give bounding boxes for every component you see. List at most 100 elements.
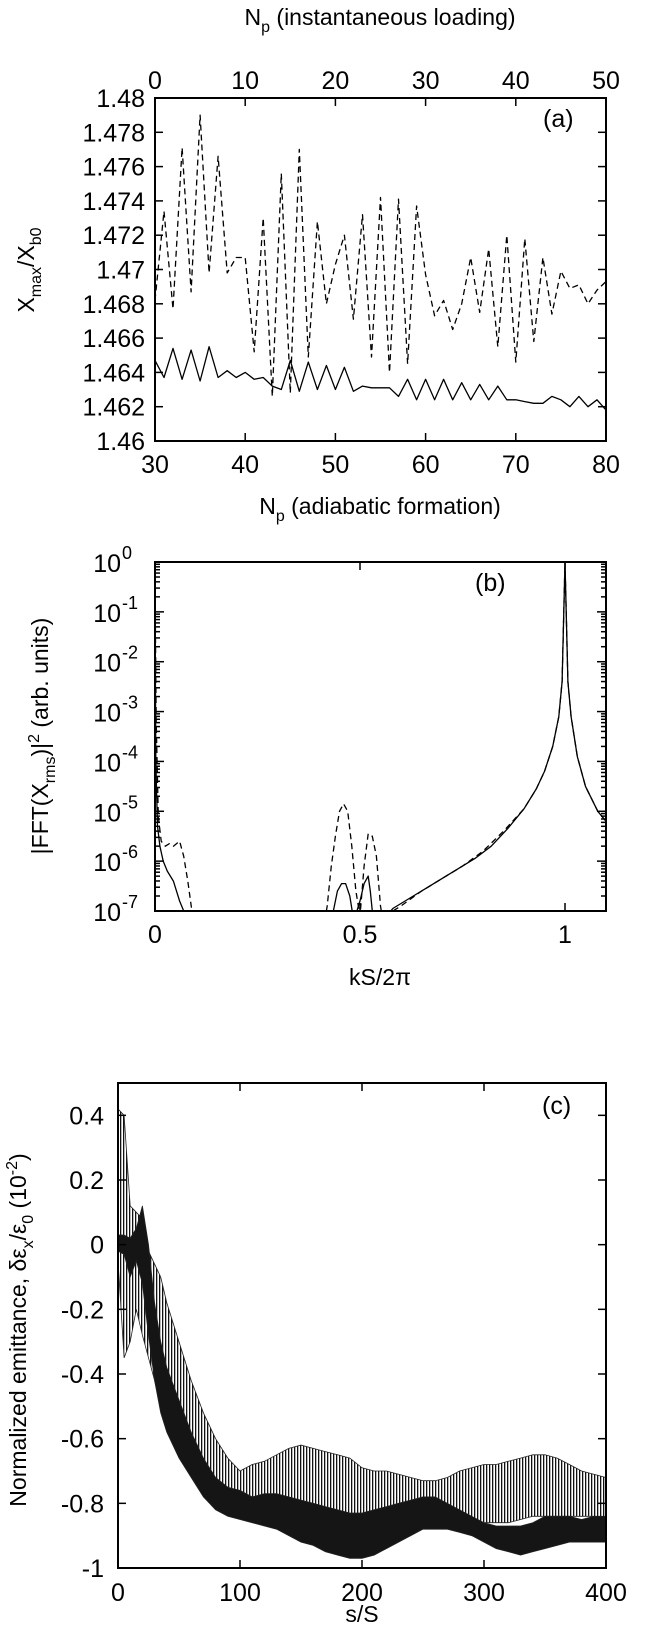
panel-b-annotation: (b) xyxy=(475,569,506,597)
tick-text: 30 xyxy=(412,67,440,95)
panel-b-y-tick-exponent: -3 xyxy=(122,693,138,713)
panel-b-y-tick-exponent: 0 xyxy=(122,543,132,563)
panel-b-x-tick-label: 0 xyxy=(148,921,162,949)
tick-base: 10 xyxy=(93,799,121,827)
panel-a-plot-frame xyxy=(154,97,607,442)
tick-text: -0.4 xyxy=(61,1361,104,1389)
panel-c-x-tick-label: 100 xyxy=(219,1579,261,1607)
panel-b-y-tick-label: 10 xyxy=(93,650,121,678)
panel-a-y-tick-label: 1.466 xyxy=(82,325,145,353)
tspan: max xyxy=(28,267,45,297)
panel-b-series-dashed xyxy=(155,576,193,911)
panel-a-y-tick-label: 1.47 xyxy=(96,257,145,285)
panel-a-x-top-tick-label: 0 xyxy=(148,67,162,95)
tspan: (arb. units) xyxy=(27,618,53,734)
tick-text: 1.47 xyxy=(96,257,145,285)
tick-exp: -3 xyxy=(122,693,138,713)
panel-c-bands-group xyxy=(118,1108,606,1559)
annotation-text: (b) xyxy=(475,569,506,597)
tspan: kS/2π xyxy=(349,964,411,990)
panel-c-x-tick-label: 0 xyxy=(111,1579,125,1607)
tspan: p xyxy=(261,19,270,36)
panel-c-x-axis-label: s/S xyxy=(345,1601,378,1627)
tspan: |FFT(X xyxy=(27,783,53,854)
panel-a-x-axis-label-top: Np (instantaneous loading) xyxy=(244,4,515,36)
tick-text: 50 xyxy=(321,451,349,479)
tick-exp: -2 xyxy=(122,643,138,663)
panel-a-x-bottom-tick-label: 40 xyxy=(231,451,259,479)
panel-a-x-bottom-tick-label: 60 xyxy=(412,451,440,479)
panel-b-x-tick-label: 0.5 xyxy=(343,921,378,949)
tick-exp: -5 xyxy=(122,792,138,812)
panel-a-x-axis-label-bottom: Np (adiabatic formation) xyxy=(259,493,501,525)
tick-base: 10 xyxy=(93,650,121,678)
panel-b-series-solid xyxy=(389,562,606,911)
panel-c-annotation: (c) xyxy=(542,1092,571,1120)
panel-b-y-tick-label: 10 xyxy=(93,600,121,628)
tick-text: 80 xyxy=(592,451,620,479)
panel-b-series-group xyxy=(155,562,606,911)
tick-text: 0 xyxy=(148,921,162,949)
tspan: -2 xyxy=(4,1161,21,1175)
panel-b-y-axis-label: |FFT(Xrms)|2 (arb. units) xyxy=(26,618,59,855)
panel-c-y-tick-label: 0.4 xyxy=(69,1102,104,1130)
tick-base: 10 xyxy=(93,550,121,578)
panel-b-y-tick-exponent: -1 xyxy=(122,593,138,613)
tick-text: 200 xyxy=(341,1579,383,1607)
tick-text: 1.46 xyxy=(96,428,145,456)
panel-a-y-tick-label: 1.476 xyxy=(82,154,145,182)
panel-b-y-tick-label: 10 xyxy=(93,700,121,728)
tick-text: 60 xyxy=(412,451,440,479)
panel-c-x-tick-label: 300 xyxy=(463,1579,505,1607)
tick-exp: -4 xyxy=(122,742,138,762)
tick-text: -0.6 xyxy=(61,1426,104,1454)
tick-text: 20 xyxy=(321,67,349,95)
panel-a-x-top-tick-label: 20 xyxy=(321,67,349,95)
panel-b-x-tick-label: 1 xyxy=(558,921,572,949)
panel-a-x-top-tick-label: 40 xyxy=(502,67,530,95)
tick-text: 50 xyxy=(592,67,620,95)
panel-c-y-tick-label: -0.6 xyxy=(61,1426,104,1454)
tspan: ) xyxy=(5,1153,31,1161)
panel-a-x-top-tick-label: 30 xyxy=(412,67,440,95)
tick-text: 1.466 xyxy=(82,325,145,353)
panel-b-y-tick-label: 10 xyxy=(93,849,121,877)
panel-b-y-tick-label: 10 xyxy=(93,899,121,927)
tick-text: 0.4 xyxy=(69,1102,104,1130)
panel-c-y-tick-label: -0.8 xyxy=(61,1490,104,1518)
panel-c-x-tick-label: 200 xyxy=(341,1579,383,1607)
panel-c-band-dark xyxy=(118,1205,606,1559)
tick-exp: -6 xyxy=(122,842,138,862)
panel-b-series-dashed xyxy=(391,562,606,911)
panel-a-x-top-tick-label: 50 xyxy=(592,67,620,95)
tick-base: 10 xyxy=(93,899,121,927)
tick-text: 0.5 xyxy=(343,921,378,949)
panel-b-series-dashed xyxy=(325,803,382,911)
tick-base: 10 xyxy=(93,749,121,777)
tick-text: -0.2 xyxy=(61,1296,104,1324)
tspan: N xyxy=(244,4,261,30)
panel-a-y-tick-label: 1.464 xyxy=(82,359,145,387)
annotation-text: (c) xyxy=(542,1092,571,1120)
tspan: p xyxy=(276,508,285,525)
panel-c-y-tick-label: -0.2 xyxy=(61,1296,104,1324)
tick-text: 0.2 xyxy=(69,1167,104,1195)
tick-base: 10 xyxy=(93,600,121,628)
tspan: /ε xyxy=(5,1224,31,1241)
tspan: (instantaneous loading) xyxy=(270,4,516,30)
tick-text: 1.478 xyxy=(82,119,145,147)
tspan: rms xyxy=(42,757,59,784)
panel-a-x-bottom-tick-label: 70 xyxy=(502,451,530,479)
tick-text: -0.8 xyxy=(61,1490,104,1518)
panel-a-y-tick-label: 1.462 xyxy=(82,394,145,422)
tspan: x xyxy=(20,1240,37,1248)
tick-exp: -7 xyxy=(122,892,138,912)
tspan: (adiabatic formation) xyxy=(285,493,501,519)
tspan: s/S xyxy=(345,1601,378,1627)
tick-text: 1.464 xyxy=(82,359,145,387)
tspan: N xyxy=(259,493,276,519)
panel-c-y-axis-label: Normalized emittance, δεx/ε0 (10-2) xyxy=(4,1153,37,1506)
tick-base: 10 xyxy=(93,700,121,728)
tick-text: 10 xyxy=(231,67,259,95)
panel-b-y-tick-label: 10 xyxy=(93,550,121,578)
